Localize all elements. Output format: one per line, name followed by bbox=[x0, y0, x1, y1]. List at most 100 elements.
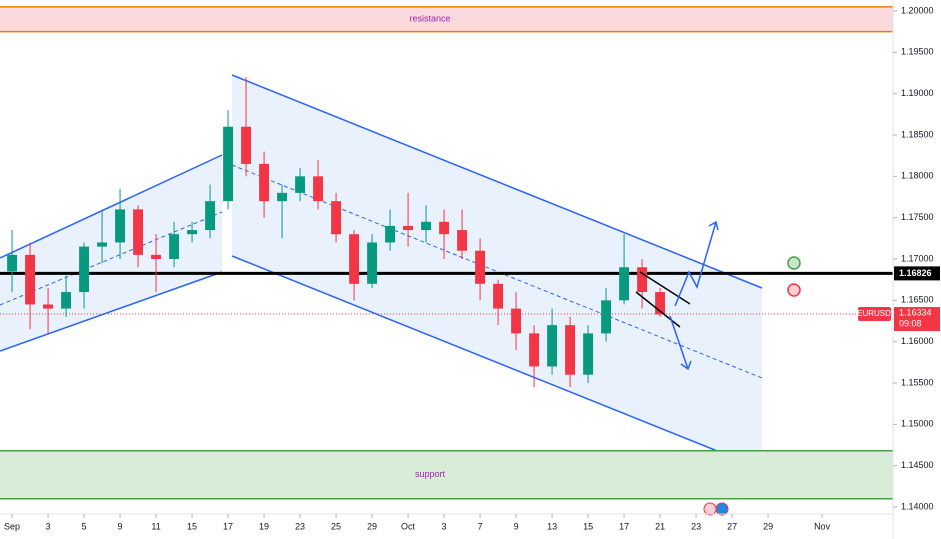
candles bbox=[7, 77, 666, 388]
symbol-tag-label: EURUSD bbox=[857, 309, 891, 318]
wedge-line bbox=[639, 271, 691, 305]
channel-line bbox=[0, 271, 223, 352]
x-tick-label: 15 bbox=[583, 521, 593, 531]
candle-body bbox=[565, 325, 576, 375]
y-tick-label: 1.16000 bbox=[901, 336, 934, 346]
candle-body bbox=[169, 234, 180, 259]
candle-body bbox=[313, 176, 324, 202]
zones: resistance support bbox=[0, 6, 893, 500]
candle-body bbox=[583, 333, 594, 375]
x-tick-label: 11 bbox=[151, 521, 160, 531]
event-icon[interactable] bbox=[703, 502, 717, 516]
candle-body bbox=[43, 304, 54, 309]
candle-body bbox=[511, 308, 522, 334]
candle-body bbox=[403, 225, 414, 231]
zone-label: resistance bbox=[409, 14, 450, 24]
candle-body bbox=[619, 267, 630, 301]
candle-body bbox=[205, 201, 216, 231]
x-tick-label: 9 bbox=[514, 521, 519, 531]
x-tick-label: 21 bbox=[655, 521, 665, 531]
wedge-line bbox=[635, 291, 681, 328]
y-tick-label: 1.14500 bbox=[901, 460, 934, 470]
candle-body bbox=[7, 254, 18, 272]
candle-body bbox=[547, 325, 558, 367]
candle-body bbox=[277, 192, 288, 202]
candle-body bbox=[439, 221, 450, 235]
candle-body bbox=[349, 234, 360, 284]
x-tick-label: 3 bbox=[442, 521, 447, 531]
candle-body bbox=[97, 242, 108, 247]
candle-body bbox=[655, 292, 666, 315]
x-tick-label: 13 bbox=[547, 521, 557, 531]
x-tick-label: 25 bbox=[331, 521, 341, 531]
x-tick-label: 29 bbox=[763, 521, 773, 531]
y-tick-label: 1.17500 bbox=[901, 212, 934, 222]
candle-body bbox=[331, 201, 342, 235]
channel-line bbox=[0, 154, 223, 259]
candle-body bbox=[493, 283, 504, 309]
y-tick-label: 1.18000 bbox=[901, 171, 934, 181]
price-tag-time: 09:08 bbox=[899, 318, 922, 328]
x-tick-label: 23 bbox=[295, 521, 305, 531]
candle-body bbox=[475, 250, 486, 284]
arrow-head bbox=[708, 220, 719, 231]
candle-body bbox=[601, 300, 612, 334]
candle-body bbox=[385, 225, 396, 243]
candle-body bbox=[187, 230, 198, 235]
x-tick-label: Oct bbox=[401, 521, 416, 531]
event-icon[interactable] bbox=[715, 502, 729, 516]
candle-body bbox=[295, 176, 306, 193]
axes: 1.14000 1.14500 1.15000 1.15500 1.16000 1.165… bbox=[4, 5, 940, 531]
y-tick-label: 1.16500 bbox=[901, 295, 934, 305]
level-tag bbox=[894, 266, 940, 281]
candle-body bbox=[151, 254, 162, 259]
channel-line bbox=[231, 255, 763, 470]
y-tick-label: 1.20000 bbox=[901, 5, 934, 15]
zone bbox=[0, 6, 893, 32]
candle-body bbox=[367, 242, 378, 284]
price-tag bbox=[894, 307, 940, 332]
x-tick-label: 5 bbox=[82, 521, 87, 531]
candle-body bbox=[637, 267, 648, 293]
y-tick-label: 1.19000 bbox=[901, 88, 934, 98]
x-tick-label: 27 bbox=[727, 521, 737, 531]
channel-line bbox=[231, 74, 763, 289]
y-tick-label: 1.15000 bbox=[901, 419, 934, 429]
candle-body bbox=[529, 333, 540, 367]
price-tag-label: 1.16334 bbox=[899, 307, 932, 317]
candle-body bbox=[223, 126, 234, 202]
channel-midline bbox=[0, 211, 223, 306]
x-tick-label: 29 bbox=[367, 521, 377, 531]
x-tick-label: 3 bbox=[46, 521, 51, 531]
x-tick-label: Nov bbox=[814, 521, 831, 531]
candle-body bbox=[259, 163, 270, 202]
candle-body bbox=[421, 221, 432, 231]
y-tick-label: 1.18500 bbox=[901, 129, 934, 139]
zone bbox=[0, 450, 893, 499]
level-tag-label: 1.16826 bbox=[899, 268, 932, 278]
candle-body bbox=[457, 230, 468, 251]
y-tick-label: 1.19500 bbox=[901, 47, 934, 57]
x-tick-label: 17 bbox=[223, 521, 233, 531]
candle-body bbox=[115, 209, 126, 243]
candle-body bbox=[241, 126, 252, 164]
y-tick-label: 1.15500 bbox=[901, 377, 934, 387]
arrow-head bbox=[680, 360, 692, 371]
symbol-tag bbox=[858, 307, 891, 322]
x-tick-label: 17 bbox=[619, 521, 629, 531]
up-arrow bbox=[674, 221, 717, 307]
candle-body bbox=[25, 254, 36, 305]
stop-marker bbox=[787, 283, 801, 297]
left-channel-fill bbox=[0, 155, 222, 351]
overlay-drawings bbox=[635, 220, 801, 516]
x-tick-label: Sep bbox=[4, 521, 20, 531]
down-arrow bbox=[669, 315, 689, 370]
x-tick-label: 9 bbox=[118, 521, 123, 531]
zone-label: support bbox=[415, 469, 446, 479]
y-tick-label: 1.17000 bbox=[901, 253, 934, 263]
x-tick-label: 7 bbox=[478, 521, 483, 531]
candle-body bbox=[133, 209, 144, 255]
candle-body bbox=[79, 246, 90, 293]
target-marker bbox=[787, 256, 801, 270]
